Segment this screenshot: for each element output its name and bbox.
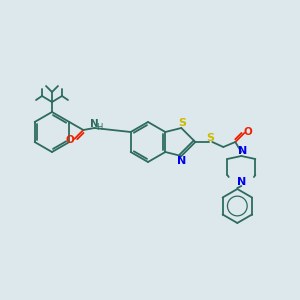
Text: N: N xyxy=(238,146,247,156)
Text: O: O xyxy=(244,127,253,137)
Text: O: O xyxy=(66,135,75,145)
Text: N: N xyxy=(90,119,99,129)
Text: N: N xyxy=(177,156,186,166)
Text: N: N xyxy=(237,177,246,187)
Text: H: H xyxy=(96,122,103,131)
Text: S: S xyxy=(178,118,186,128)
Text: S: S xyxy=(206,133,214,143)
